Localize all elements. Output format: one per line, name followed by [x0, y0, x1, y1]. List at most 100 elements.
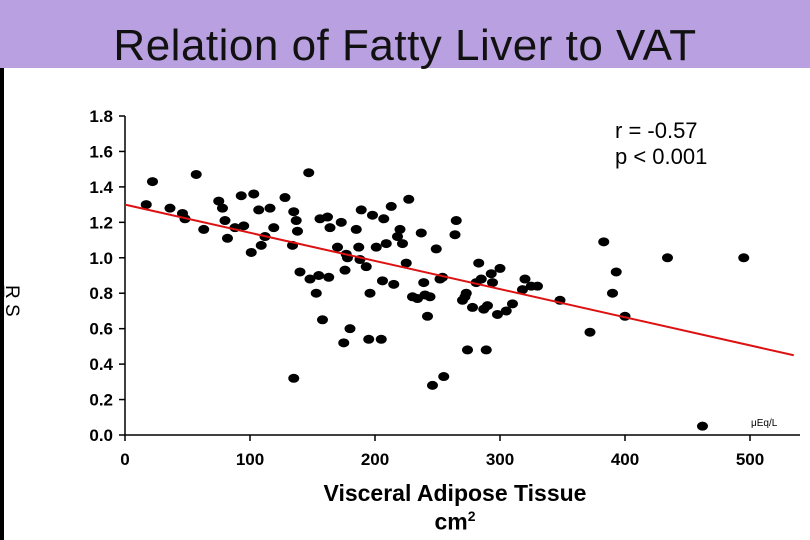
data-point: [388, 279, 400, 289]
y-tick-label: 0.6: [89, 320, 113, 339]
data-point: [380, 239, 392, 249]
data-point: [335, 217, 347, 227]
data-point: [323, 272, 335, 282]
data-point: [610, 267, 622, 277]
data-point: [322, 212, 333, 222]
data-point: [378, 214, 390, 224]
units-note: μEq/L: [751, 418, 778, 429]
data-point: [198, 224, 210, 234]
data-point: [367, 210, 378, 220]
data-point: [245, 247, 257, 257]
data-point: [519, 274, 531, 284]
data-point: [255, 240, 267, 250]
data-point: [339, 265, 351, 275]
data-point: [253, 205, 265, 215]
y-tick-label: 1.2: [89, 213, 113, 232]
p-annotation: p < 0.001: [615, 144, 708, 169]
r-annotation: r = -0.57: [615, 118, 698, 143]
data-point: [279, 193, 291, 203]
data-point: [264, 203, 276, 213]
data-point: [462, 345, 473, 355]
data-point: [248, 189, 260, 199]
data-point: [415, 228, 427, 238]
data-point: [290, 216, 302, 226]
x-axis-label: Visceral Adipose Tissue: [323, 480, 587, 506]
x-tick-label: 300: [486, 450, 514, 469]
stats-annotation: r = -0.57 p < 0.001: [615, 118, 707, 170]
regression-line-layer: [124, 203, 794, 357]
x-tick-label: 400: [611, 450, 639, 469]
data-point: [467, 302, 478, 312]
data-point: [392, 232, 403, 242]
data-point: [313, 271, 325, 280]
data-point: [164, 203, 176, 213]
data-point: [324, 223, 336, 233]
data-point: [598, 237, 610, 247]
x-axis-unit: cm2: [125, 508, 785, 536]
x-tick-label: 200: [361, 450, 389, 469]
data-point: [492, 309, 503, 319]
x-tick-label: 0: [120, 450, 129, 469]
data-point: [385, 201, 397, 211]
data-point: [473, 258, 485, 268]
data-point: [438, 372, 450, 382]
data-point: [450, 216, 462, 226]
y-axis-label: R̲ S: [1, 285, 22, 317]
data-point: [310, 288, 322, 298]
data-point: [360, 262, 372, 272]
data-point: [235, 191, 247, 201]
data-point: [424, 292, 436, 302]
slide-title: Relation of Fatty Liver to VAT: [113, 21, 697, 70]
data-point: [268, 223, 280, 233]
data-point: [480, 345, 492, 355]
y-tick-label: 1.8: [89, 107, 113, 126]
data-point: [449, 230, 461, 240]
data-point: [147, 177, 158, 187]
data-point: [303, 168, 315, 178]
data-point: [370, 242, 382, 252]
data-point: [217, 203, 228, 213]
x-unit-superscript: 2: [467, 508, 476, 524]
data-point: [238, 221, 250, 231]
data-point: [222, 233, 233, 243]
data-point: [288, 207, 300, 217]
data-point: [190, 169, 202, 179]
data-point: [294, 267, 306, 277]
regression-line: [124, 203, 794, 357]
title-band: [0, 0, 810, 68]
data-point: [427, 380, 438, 390]
x-unit-base: cm: [434, 508, 468, 535]
data-point: [140, 200, 152, 210]
data-point: [607, 288, 618, 298]
data-point: [400, 258, 412, 268]
data-point: [317, 315, 328, 325]
y-tick-label: 1.4: [89, 178, 113, 197]
data-point: [377, 276, 388, 286]
data-point: [500, 306, 512, 316]
data-point: [288, 373, 300, 383]
data-point: [375, 334, 387, 344]
data-point: [219, 216, 231, 226]
data-point: [485, 269, 497, 279]
y-tick-label: 0.2: [89, 391, 113, 410]
data-point: [353, 242, 365, 252]
data-point: [292, 226, 303, 236]
data-point: [487, 278, 498, 288]
axes-layer: 0.0 0.2 0.4 0.6 0.8 1.0 1.2 1.4 1.6 1.8 0 100 200 300…: [89, 107, 800, 469]
data-point: [397, 239, 408, 249]
data-point: [403, 194, 415, 204]
y-tick-label: 0.4: [89, 355, 113, 374]
data-point: [517, 285, 528, 295]
data-point: [460, 288, 472, 298]
data-point: [332, 242, 343, 252]
data-point: [350, 224, 362, 234]
y-tick-label: 1.0: [89, 249, 113, 268]
data-point: [532, 281, 543, 291]
data-point: [494, 263, 506, 273]
data-point: [475, 274, 487, 284]
y-tick-label: 0.0: [89, 426, 113, 445]
data-point: [430, 244, 442, 254]
data-point: [662, 253, 673, 263]
y-tick-label: 1.6: [89, 142, 113, 161]
